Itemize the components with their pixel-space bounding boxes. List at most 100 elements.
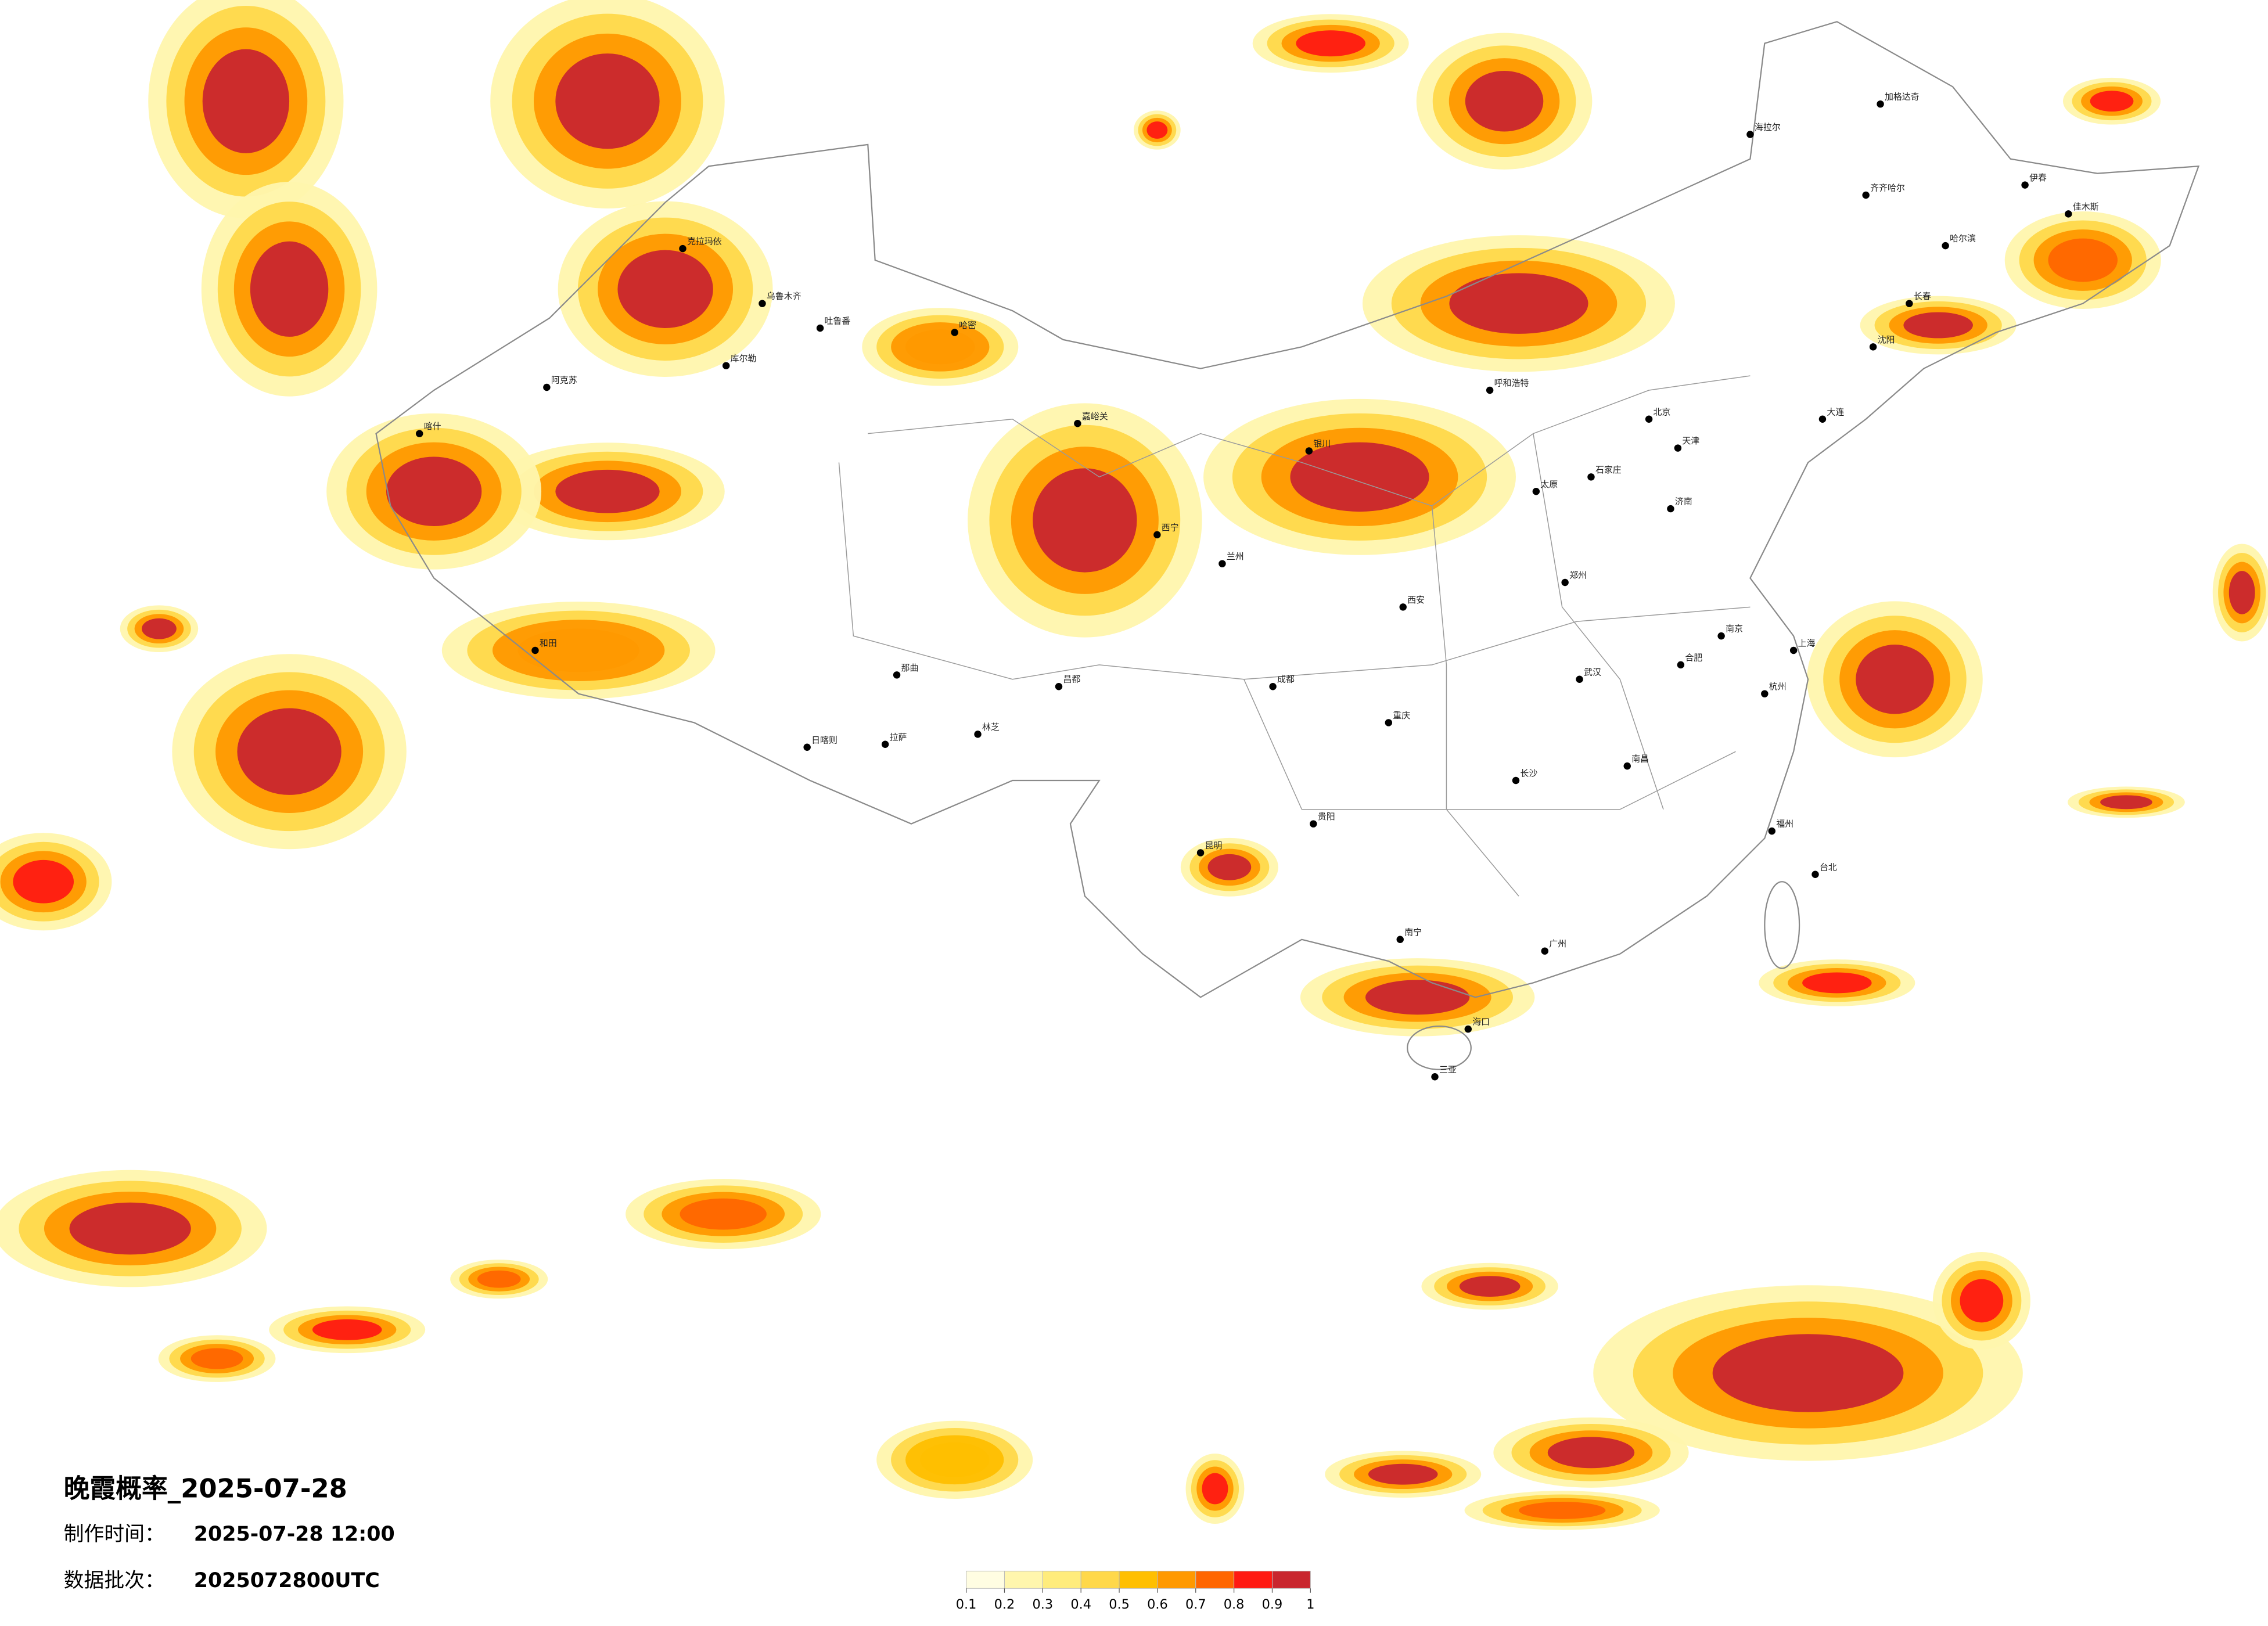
probability-patch	[312, 1319, 382, 1340]
probability-patch	[2048, 238, 2118, 282]
probability-patch	[555, 53, 660, 149]
city-dot	[722, 362, 730, 369]
city-dot	[1818, 415, 1827, 423]
city-dot	[1464, 1025, 1472, 1033]
city-dot	[893, 671, 901, 679]
city-dot	[1877, 100, 1884, 108]
city-label: 成都	[1277, 674, 1295, 685]
probability-patch	[142, 618, 177, 639]
probability-patch	[191, 1348, 243, 1369]
city-label: 西安	[1407, 595, 1425, 605]
city-dot	[1305, 447, 1313, 455]
colorbar: 0.1 0.2 0.3 0.4 0.5 0.6 0.7 0.8 0.9 1	[956, 1570, 1314, 1612]
city-label: 齐齐哈尔	[1870, 183, 1905, 193]
city-label: 伊春	[2029, 172, 2047, 183]
city-label: 南昌	[1631, 754, 1649, 764]
probability-patch	[1033, 468, 1137, 573]
city-dot	[531, 646, 539, 654]
probability-patch	[1518, 1501, 1606, 1519]
info-value: 2025-07-28 12:00	[194, 1523, 395, 1546]
city-label: 北京	[1654, 406, 1671, 417]
city-dot	[759, 300, 766, 307]
city-dot	[1768, 827, 1776, 835]
city-dot	[1486, 386, 1494, 394]
probability-patch	[2100, 795, 2152, 810]
probability-patch	[1365, 980, 1470, 1015]
probability-patch	[919, 1442, 990, 1477]
info-label: 数据批次：	[64, 1569, 165, 1592]
province-borders	[838, 375, 1751, 897]
probability-patch	[1465, 70, 1544, 132]
city-label: 福州	[1776, 819, 1793, 829]
info-label: 制作时间：	[64, 1523, 165, 1546]
city-label: 三亚	[1439, 1064, 1457, 1075]
city-dot	[415, 430, 423, 437]
city-dot	[1219, 560, 1226, 567]
city-dot	[2065, 210, 2072, 218]
probability-patch	[1960, 1279, 2004, 1323]
city-label: 日喀则	[811, 735, 838, 745]
city-label: 昆明	[1205, 840, 1223, 851]
city-label: 太原	[1540, 479, 1558, 490]
city-label: 吐鲁番	[825, 316, 851, 326]
city-dot	[1310, 820, 1317, 828]
colorbar-label: 0.2	[994, 1597, 1015, 1612]
city-dot	[1269, 683, 1277, 690]
city-label: 那曲	[901, 663, 919, 673]
probability-patch	[202, 49, 290, 153]
colorbar-box	[1119, 1570, 1158, 1589]
probability-patch	[1290, 442, 1429, 512]
city-dot	[1431, 1073, 1439, 1081]
map-title: 晚霞概率_2025-07-28	[64, 1473, 347, 1504]
city-dot	[1667, 505, 1674, 513]
city-label: 佳木斯	[2073, 202, 2099, 212]
city-dot	[543, 383, 551, 391]
city-label: 加格达奇	[1885, 92, 1920, 102]
city-label: 海拉尔	[1755, 122, 1781, 132]
info-value: 2025072800UTC	[194, 1569, 380, 1592]
city-label: 沈阳	[1878, 334, 1895, 345]
probability-patch	[555, 469, 660, 513]
city-dot	[1074, 420, 1081, 427]
hainan-outline	[1407, 1025, 1472, 1070]
city-label: 兰州	[1227, 551, 1244, 562]
city-dot	[1587, 473, 1595, 481]
city-label: 西宁	[1162, 522, 1179, 533]
city-dot	[816, 324, 824, 332]
city-label: 海口	[1472, 1017, 1490, 1027]
city-label: 石家庄	[1595, 465, 1622, 475]
city-label: 武汉	[1584, 667, 1601, 677]
colorbar-box	[1195, 1570, 1235, 1589]
city-dot	[1623, 762, 1631, 770]
city-label: 嘉峪关	[1082, 411, 1108, 422]
city-dot	[1674, 444, 1682, 452]
probability-patch	[680, 1198, 767, 1230]
probability-patch	[1368, 1463, 1438, 1485]
probability-field	[0, 0, 2268, 1530]
probability-patch	[1856, 645, 1934, 714]
probability-patch	[1547, 1437, 1635, 1469]
colorbar-box	[966, 1570, 1005, 1589]
city-label: 济南	[1675, 497, 1692, 507]
colorbar-box	[1157, 1570, 1196, 1589]
probability-patch	[250, 241, 329, 337]
city-dot	[1576, 675, 1583, 683]
city-label: 上海	[1798, 638, 1816, 649]
probability-patch	[1146, 121, 1168, 139]
probability-patch	[237, 708, 342, 795]
probability-patch	[1207, 854, 1252, 880]
probability-patch	[1712, 1334, 1904, 1412]
city-label: 阿克苏	[551, 375, 577, 386]
city-dot	[1399, 603, 1407, 611]
city-dot	[1532, 488, 1540, 495]
city-dot	[974, 731, 982, 738]
city-dot	[1561, 578, 1569, 587]
colorbar-label: 0.3	[1033, 1597, 1054, 1612]
probability-patch	[477, 1270, 521, 1288]
probability-patch	[1802, 972, 1872, 994]
city-dot	[1385, 719, 1393, 726]
city-dot	[1906, 300, 1913, 307]
probability-patch	[2229, 571, 2255, 614]
city-dot	[1055, 683, 1063, 690]
